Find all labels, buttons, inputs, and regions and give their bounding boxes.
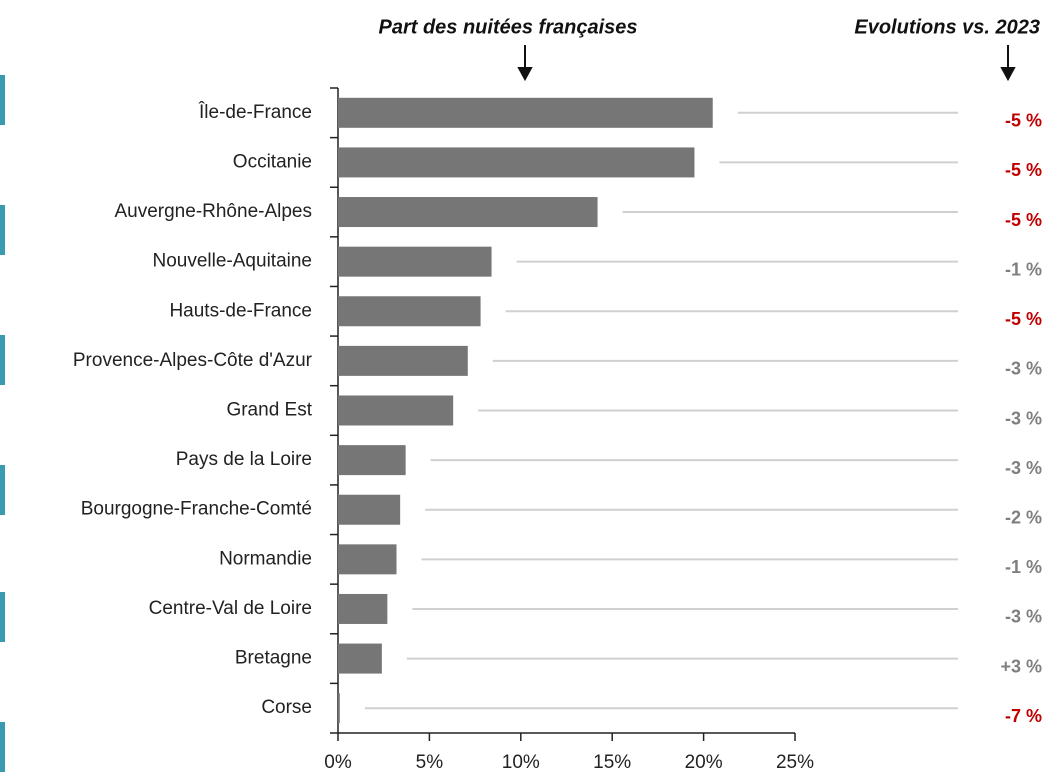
y-tick-label: Bourgogne-Franche-Comté	[81, 499, 312, 520]
x-tick-label: 0%	[324, 752, 352, 773]
x-tick-label: 15%	[593, 752, 631, 773]
evolution-label: -2 %	[1005, 507, 1042, 527]
decor-strip	[0, 205, 5, 255]
y-tick-label: Normandie	[219, 548, 312, 569]
bar	[338, 296, 481, 327]
decor-strip	[0, 592, 5, 642]
bar	[338, 395, 454, 426]
bar	[338, 494, 401, 525]
decor-strip	[0, 465, 5, 515]
bar	[338, 544, 397, 575]
bar	[338, 147, 695, 178]
arrow-head	[1000, 67, 1016, 82]
decor	[0, 75, 5, 772]
evolution-label: -3 %	[1005, 408, 1042, 428]
y-tick-label: Nouvelle-Aquitaine	[153, 251, 313, 272]
y-tick-label: Corse	[261, 697, 312, 718]
arrows	[517, 45, 1016, 82]
bar	[338, 246, 492, 277]
chart-title: Part des nuitées françaises	[378, 16, 637, 38]
x-tick-label: 25%	[776, 752, 814, 773]
y-tick-label: Hauts-de-France	[169, 300, 312, 321]
bar	[338, 643, 382, 674]
arrow-head	[517, 67, 533, 82]
bar	[338, 197, 598, 228]
decor-strip	[0, 335, 5, 385]
bar	[338, 345, 468, 376]
evolution-label: +3 %	[1000, 656, 1042, 676]
evolution-label: -5 %	[1005, 160, 1042, 180]
y-tick-label: Auvergne-Rhône-Alpes	[114, 201, 312, 222]
x-tick-label: 10%	[502, 752, 540, 773]
y-tick-label: Provence-Alpes-Côte d'Azur	[73, 350, 313, 371]
y-tick-label: Pays de la Loire	[176, 449, 312, 470]
evolution-label: -5 %	[1005, 111, 1042, 131]
y-tick-label: Île-de-France	[198, 101, 312, 123]
x-tick-label: 20%	[685, 752, 723, 773]
y-tick-label: Grand Est	[226, 400, 312, 421]
evolution-label: -1 %	[1005, 557, 1042, 577]
bar	[338, 97, 713, 128]
bar	[338, 693, 340, 724]
decor-strip	[0, 75, 5, 125]
evolution-label: -1 %	[1005, 259, 1042, 279]
bar	[338, 445, 406, 476]
evolution-label: -3 %	[1005, 458, 1042, 478]
evolution-label: -5 %	[1005, 309, 1042, 329]
evolution-label: -5 %	[1005, 210, 1042, 230]
evolution-label: -3 %	[1005, 359, 1042, 379]
evolution-label: -3 %	[1005, 607, 1042, 627]
x-tick-label: 5%	[416, 752, 444, 773]
bar	[338, 593, 388, 624]
evolution-label: -7 %	[1005, 706, 1042, 726]
y-tick-label: Centre-Val de Loire	[149, 598, 312, 619]
decor-strip	[0, 722, 5, 772]
y-tick-label: Bretagne	[235, 648, 312, 669]
y-tick-label: Occitanie	[233, 151, 312, 172]
evolutions-title: Evolutions vs. 2023	[854, 16, 1040, 38]
